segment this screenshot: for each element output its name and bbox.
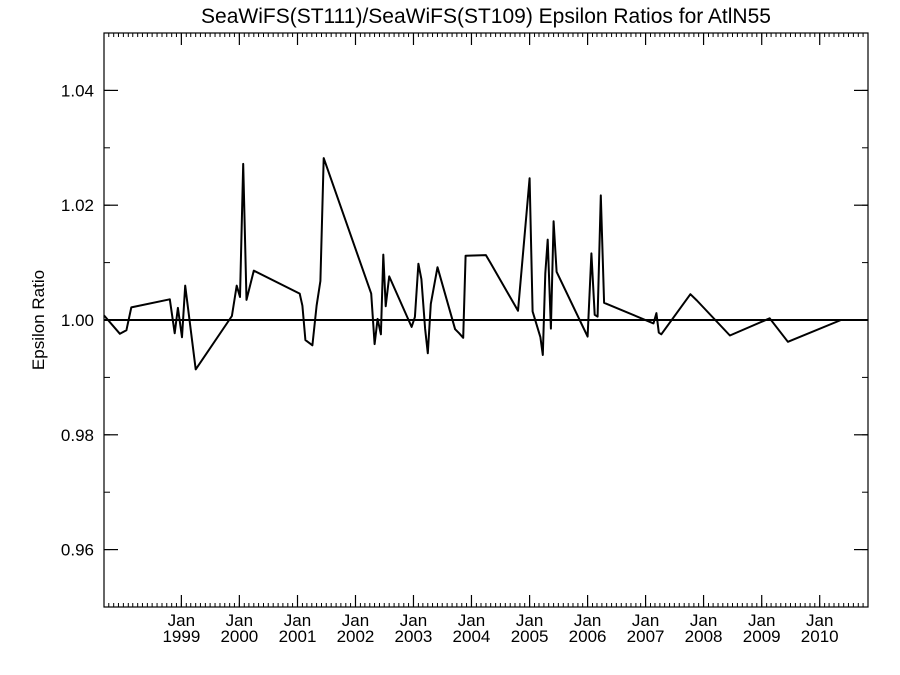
x-tick-label-year: 2001: [279, 627, 317, 646]
x-tick-label-month: Jan: [168, 611, 195, 630]
x-tick-label-year: 2006: [569, 627, 607, 646]
y-axis: 0.96 0.98 1.00 1.02 1.04: [61, 32, 868, 608]
x-tick-label-month: Jan: [806, 611, 833, 630]
x-tick-label-month: Jan: [400, 611, 427, 630]
y-tick-label: 1.04: [61, 81, 94, 100]
x-tick-label-month: Jan: [748, 611, 775, 630]
x-tick-label-year: 2004: [453, 627, 491, 646]
x-tick-label-year: 2010: [801, 627, 839, 646]
x-tick-label-month: Jan: [342, 611, 369, 630]
y-tick-label: 0.98: [61, 426, 94, 445]
y-tick-label: 0.96: [61, 541, 94, 560]
x-tick-label-year: 2008: [685, 627, 723, 646]
x-tick-label-month: Jan: [632, 611, 659, 630]
x-tick-label-month: Jan: [458, 611, 485, 630]
x-tick-label-month: Jan: [284, 611, 311, 630]
x-tick-label-year: 2002: [337, 627, 375, 646]
x-axis: Jan1999Jan2000Jan2001Jan2002Jan2003Jan20…: [103, 33, 869, 646]
y-tick-label: 1.00: [61, 311, 94, 330]
series-line: [103, 157, 868, 371]
y-axis-label: Epsilon Ratio: [29, 270, 48, 370]
x-tick-label-year: 2007: [627, 627, 665, 646]
y-tick-label: 1.02: [61, 196, 94, 215]
x-tick-label-month: Jan: [516, 611, 543, 630]
chart-title: SeaWiFS(ST111)/SeaWiFS(ST109) Epsilon Ra…: [201, 5, 771, 28]
x-tick-label-month: Jan: [690, 611, 717, 630]
x-tick-label-year: 2009: [743, 627, 781, 646]
x-tick-label-month: Jan: [574, 611, 601, 630]
x-tick-label-year: 2003: [395, 627, 433, 646]
x-tick-label-year: 2000: [220, 627, 258, 646]
x-tick-label-month: Jan: [226, 611, 253, 630]
x-tick-label-year: 1999: [162, 627, 200, 646]
x-tick-label-year: 2005: [511, 627, 549, 646]
